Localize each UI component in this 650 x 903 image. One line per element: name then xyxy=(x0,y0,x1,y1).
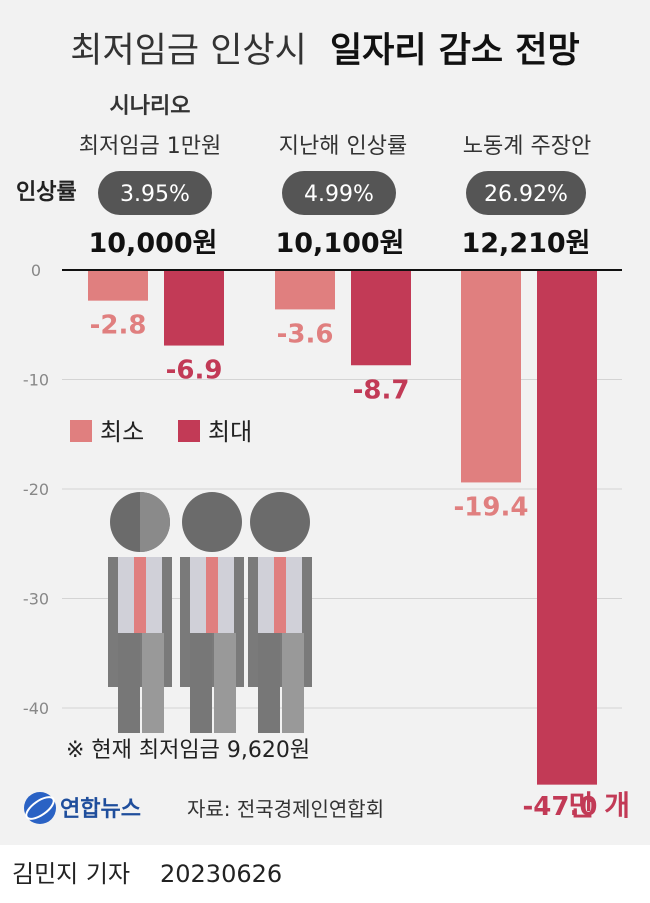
wage-3: 12,210원 xyxy=(461,228,590,259)
legend-label-min: 최소 xyxy=(100,418,144,446)
y-tick-label: -20 xyxy=(23,480,49,499)
scenario-name-2: 지난해 인상률 xyxy=(279,134,407,159)
bar-min-3 xyxy=(461,270,521,483)
title-light: 최저임금 인상시 xyxy=(70,31,307,71)
y-tick-label: 0 xyxy=(31,261,41,280)
bar-min-2 xyxy=(275,270,335,310)
data-label-max-2: -8.7 xyxy=(353,375,410,405)
rate-value-3: 26.92% xyxy=(484,182,568,207)
data-label-min-3: -19.4 xyxy=(454,492,529,522)
rate-value-2: 4.99% xyxy=(304,182,374,207)
footer-bar xyxy=(0,845,650,903)
y-axis-ticks: 0 -10 -20 -30 -40 xyxy=(23,261,49,718)
current-wage-note: ※ 현재 최저임금 9,620원 xyxy=(66,738,310,763)
footer-author: 김민지 기자 xyxy=(12,860,130,888)
bars xyxy=(88,270,597,785)
legend-label-max: 최대 xyxy=(208,418,252,446)
footer-date: 20230626 xyxy=(160,860,282,888)
data-label-min-2: -3.6 xyxy=(277,319,334,349)
scenario-name-3: 노동계 주장안 xyxy=(463,134,591,159)
data-labels: -2.8 -3.6 -19.4 -6.9 -8.7 -47.0 xyxy=(90,311,598,822)
bar-min-1 xyxy=(88,270,148,301)
data-label-max-1: -6.9 xyxy=(166,356,223,386)
people-illustration xyxy=(108,492,312,733)
logo-text: 연합뉴스 xyxy=(60,796,141,822)
rate-pill-2 xyxy=(282,171,396,215)
legend-swatch-min xyxy=(70,420,92,442)
person-3 xyxy=(248,492,312,733)
bar-max-2 xyxy=(351,270,411,366)
legend-swatch-max xyxy=(178,420,200,442)
unit-label: 만 개 xyxy=(569,789,630,822)
rate-label: 인상률 xyxy=(16,180,77,205)
title-bold: 일자리 감소 전망 xyxy=(330,31,580,71)
bar-max-3 xyxy=(537,270,597,785)
y-tick-label: -10 xyxy=(23,371,49,390)
person-2 xyxy=(180,492,244,733)
rate-pill-1 xyxy=(98,171,212,215)
scenario-name-1: 최저임금 1만원 xyxy=(79,134,221,159)
rate-pill-3 xyxy=(466,171,586,215)
rate-value-1: 3.95% xyxy=(120,182,190,207)
y-tick-label: -30 xyxy=(23,590,49,609)
yonhap-logo: 연합뉴스 xyxy=(24,792,141,824)
y-tick-label: -40 xyxy=(23,699,49,718)
wage-1: 10,000원 xyxy=(88,228,217,259)
person-1 xyxy=(108,492,172,733)
data-label-max-3: -47.0 xyxy=(523,792,598,822)
wage-2: 10,100원 xyxy=(275,228,404,259)
legend: 최소 최대 xyxy=(70,418,252,446)
chart-title: 최저임금 인상시 일자리 감소 전망 xyxy=(70,31,579,71)
logo-globe-icon xyxy=(24,792,56,824)
bar-max-1 xyxy=(164,270,224,346)
data-label-min-1: -2.8 xyxy=(90,311,147,341)
scenario-header: 시나리오 xyxy=(110,94,191,119)
source: 자료: 전국경제인연합회 xyxy=(187,797,384,821)
grid xyxy=(62,379,622,709)
